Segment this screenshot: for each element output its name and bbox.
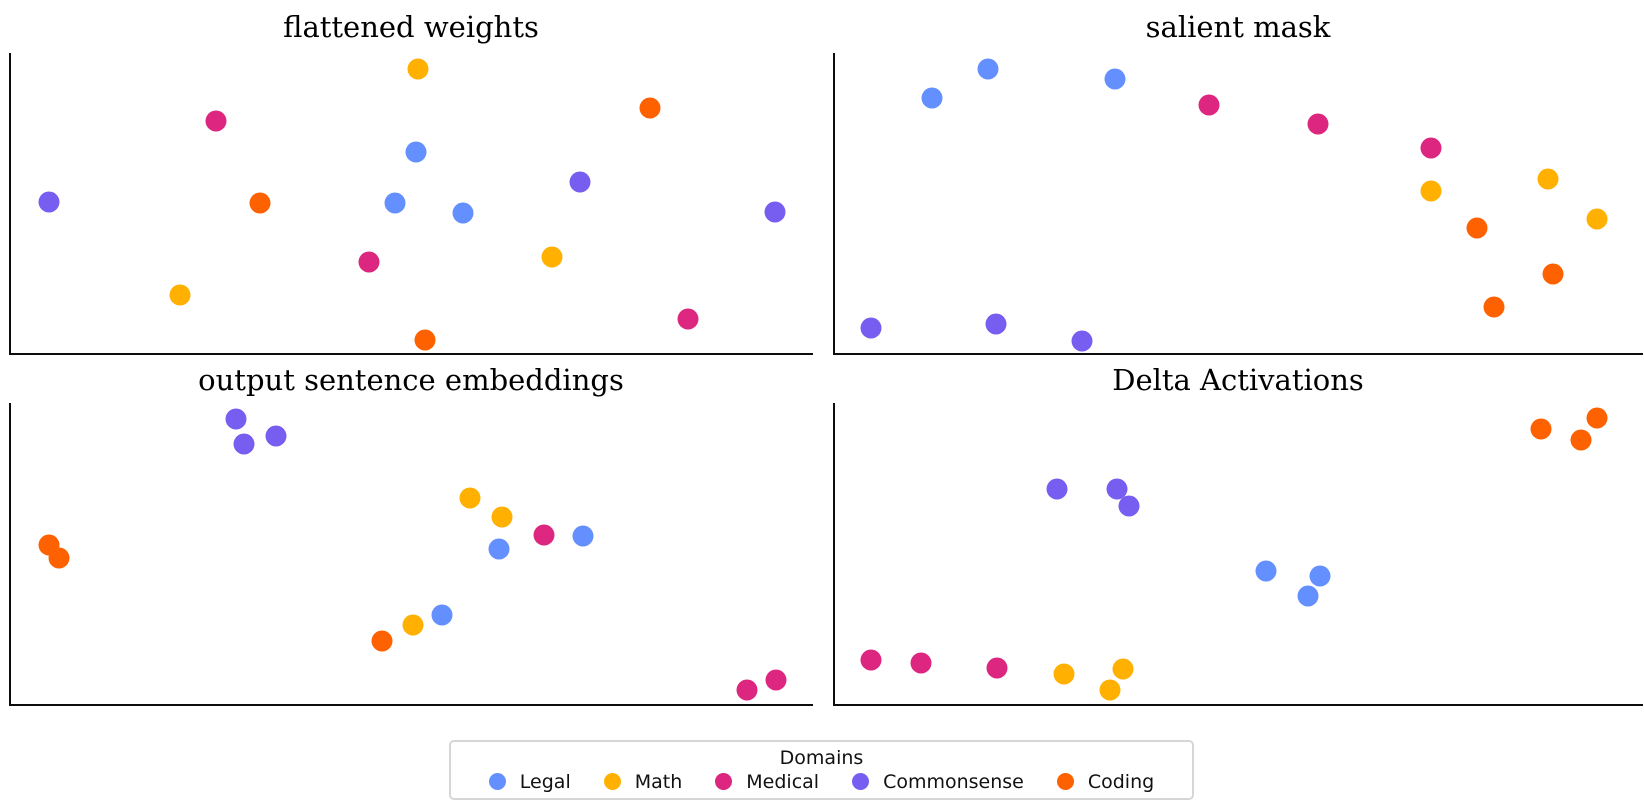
scatter-point-legal [488,538,510,560]
scatter-point-medical [765,669,787,691]
scatter-point-medical [860,649,882,671]
scatter-point-coding [371,630,393,652]
scatter-point-medical [1198,94,1220,116]
scatter-point-math [1112,658,1134,680]
legend-label: Legal [519,770,571,793]
scatter-point-commonsense [225,408,247,430]
legend-marker-icon [715,773,733,790]
scatter-point-commonsense [569,171,591,193]
legend-marker-icon [603,773,621,790]
legend-marker-icon [488,773,506,790]
panel-title-output-sentence-embeddings: output sentence embeddings [198,363,624,397]
scatter-point-medical [1307,113,1329,134]
legend-label: Commonsense [883,770,1024,793]
scatter-point-medical [736,679,758,701]
scatter-point-coding [639,97,661,119]
legend-marker-icon [1056,773,1074,790]
plot-area-delta-activations [833,403,1643,706]
scatter-point-commonsense [1118,495,1140,517]
scatter-point-medical [1420,137,1442,158]
scatter-point-legal [1297,585,1319,607]
scatter-point-commonsense [1071,330,1093,352]
scatter-point-commonsense [265,425,287,447]
legend-item-medical: Medical [715,770,819,794]
panel-title-delta-activations: Delta Activations [1112,363,1364,397]
scatter-point-legal [431,604,453,626]
scatter-point-legal [921,87,943,109]
scatter-point-coding [1530,418,1552,440]
scatter-point-coding [1570,429,1592,451]
scatter-point-math [459,487,481,509]
scatter-point-commonsense [860,317,882,339]
scatter-point-math [541,246,563,268]
scatter-point-coding [414,329,436,351]
scatter-point-legal [1255,560,1277,582]
scatter-point-legal [572,525,594,547]
scatter-point-coding [1483,296,1505,318]
scatter-point-legal [977,58,999,80]
scatter-point-coding [1586,407,1608,429]
scatter-point-math [407,58,429,80]
legend-title: Domains [779,746,864,769]
scatter-point-medical [358,251,380,272]
scatter-point-math [1053,663,1075,685]
plot-area-salient-mask [833,53,1643,355]
scatter-point-commonsense [764,201,786,223]
plot-area-flattened-weights [9,53,813,355]
scatter-point-commonsense [985,313,1007,335]
legend: Domains Legal Math Medical Commonsense Codin… [449,740,1194,800]
legend-item-legal: Legal [488,770,571,794]
legend-item-coding: Coding [1056,770,1155,794]
scatter-point-medical [677,308,699,330]
scatter-point-medical [986,657,1008,679]
scatter-point-math [491,506,513,528]
legend-item-math: Math [603,770,683,794]
legend-label: Coding [1087,770,1155,793]
scatter-point-coding [48,547,70,569]
scatter-point-legal [1104,68,1126,90]
scatter-point-math [402,614,424,636]
scatter-point-legal [1309,565,1331,587]
scatter-point-math [1099,679,1121,701]
plot-area-output-sentence-embeddings [9,403,813,706]
scatter-point-commonsense [233,433,255,455]
legend-marker-icon [852,773,870,790]
scatter-point-medical [910,652,932,674]
scatter-point-commonsense [1106,478,1128,500]
legend-label: Medical [746,770,820,793]
scatter-point-commonsense [1046,478,1068,500]
scatter-point-math [1586,208,1608,230]
scatter-point-coding [1466,217,1488,239]
scatter-point-math [169,284,191,306]
scatter-point-coding [1542,263,1564,284]
scatter-point-medical [205,110,226,132]
scatter-point-legal [452,202,474,224]
scatter-point-medical [533,524,555,546]
scatter-point-math [1537,168,1559,190]
scatter-point-coding [249,192,271,214]
scatter-point-legal [384,192,406,214]
scatter-point-math [1420,180,1442,202]
legend-label: Math [634,770,683,793]
legend-items: Legal Math Medical Commonsense Coding [488,770,1155,794]
scatter-point-commonsense [38,191,60,213]
panel-title-salient-mask: salient mask [1145,10,1331,44]
scatter-point-legal [405,141,427,163]
panel-title-flattened-weights: flattened weights [283,10,539,44]
legend-item-commonsense: Commonsense [852,770,1024,794]
